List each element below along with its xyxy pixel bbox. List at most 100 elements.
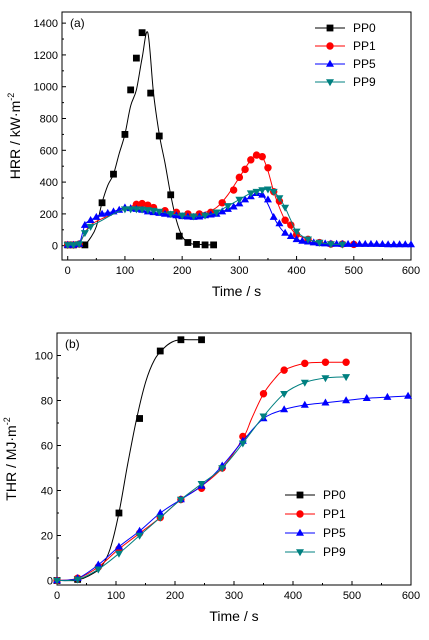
data-point bbox=[395, 240, 404, 248]
data-point bbox=[201, 212, 210, 220]
data-point bbox=[300, 400, 309, 408]
data-point bbox=[121, 131, 129, 138]
data-point bbox=[366, 239, 375, 247]
data-point bbox=[258, 187, 267, 195]
data-point bbox=[281, 204, 290, 212]
legend: PP0 PP1 PP5 PP9 bbox=[285, 488, 346, 559]
panel-label: (b) bbox=[65, 337, 80, 351]
data-point bbox=[280, 405, 289, 413]
x-tick-label: 600 bbox=[402, 265, 420, 277]
data-point bbox=[80, 230, 89, 238]
legend-marker bbox=[326, 59, 334, 67]
data-point bbox=[246, 190, 255, 198]
x-tick-label: 300 bbox=[225, 590, 243, 602]
data-point bbox=[342, 396, 351, 404]
legend-marker bbox=[296, 549, 304, 557]
data-point bbox=[177, 336, 185, 344]
data-point bbox=[229, 202, 238, 210]
y-tick-label: 400 bbox=[40, 177, 58, 189]
data-point bbox=[269, 188, 278, 196]
data-point bbox=[132, 206, 141, 214]
series-line bbox=[67, 154, 354, 246]
data-point bbox=[280, 366, 288, 374]
data-point bbox=[115, 509, 123, 517]
data-point bbox=[300, 379, 309, 387]
data-point bbox=[259, 390, 268, 398]
y-tick-label: 60 bbox=[41, 441, 53, 453]
legend-label: PP0 bbox=[353, 21, 376, 35]
data-point bbox=[184, 239, 192, 246]
series-line bbox=[67, 188, 343, 246]
data-point bbox=[138, 199, 146, 208]
legend-label: PP5 bbox=[323, 526, 346, 540]
data-point bbox=[81, 241, 89, 249]
x-axis-label: Time / s bbox=[212, 283, 261, 299]
data-point bbox=[321, 239, 330, 247]
data-point bbox=[114, 550, 123, 558]
data-point bbox=[258, 152, 266, 161]
data-point bbox=[167, 191, 175, 199]
data-point bbox=[166, 211, 175, 219]
data-point bbox=[338, 241, 347, 249]
data-point bbox=[149, 207, 158, 215]
data-point bbox=[362, 394, 371, 402]
data-point bbox=[342, 374, 351, 382]
data-point bbox=[342, 358, 350, 366]
data-point bbox=[235, 173, 244, 182]
legend-label: PP1 bbox=[323, 507, 346, 521]
data-point bbox=[138, 206, 147, 214]
data-point bbox=[355, 239, 364, 247]
data-point bbox=[135, 532, 144, 540]
data-point bbox=[201, 241, 209, 249]
data-point bbox=[69, 242, 78, 250]
data-point bbox=[92, 212, 101, 220]
y-axis-label-main: THR / MJ·m bbox=[3, 425, 19, 500]
data-point bbox=[259, 413, 268, 421]
data-point bbox=[281, 228, 290, 236]
data-point bbox=[80, 220, 89, 228]
data-point bbox=[115, 205, 124, 213]
data-point bbox=[136, 415, 143, 422]
data-point bbox=[280, 390, 289, 398]
data-point bbox=[286, 231, 295, 239]
y-tick-label: 0 bbox=[52, 241, 58, 253]
data-point bbox=[98, 209, 107, 217]
data-point bbox=[155, 132, 163, 140]
data-point bbox=[127, 86, 135, 94]
data-point bbox=[197, 480, 206, 488]
plot-frame bbox=[61, 11, 412, 261]
series-line bbox=[56, 361, 347, 581]
data-point bbox=[175, 232, 183, 240]
series-pp9 bbox=[63, 186, 347, 250]
data-point bbox=[298, 236, 307, 244]
data-point bbox=[198, 336, 205, 344]
y-tick-label: 0 bbox=[47, 576, 53, 588]
y-tick-label: 600 bbox=[40, 145, 58, 157]
series-pp9 bbox=[53, 374, 351, 585]
data-point bbox=[156, 514, 165, 522]
legend-label: PP1 bbox=[353, 39, 376, 53]
data-point bbox=[176, 496, 185, 504]
data-point bbox=[384, 240, 393, 248]
y-axis-label-exponent: -2 bbox=[2, 417, 12, 425]
data-point bbox=[135, 526, 144, 534]
series-pp1 bbox=[53, 358, 350, 585]
data-point bbox=[155, 208, 164, 216]
data-point bbox=[144, 201, 152, 209]
y-axis-label-exponent: -2 bbox=[6, 93, 16, 101]
data-point bbox=[147, 89, 155, 97]
data-point bbox=[252, 151, 261, 159]
data-point bbox=[178, 212, 187, 220]
data-point bbox=[156, 508, 165, 516]
data-point bbox=[401, 240, 410, 248]
x-tick-label: 100 bbox=[116, 265, 134, 277]
data-point bbox=[263, 186, 272, 194]
data-point bbox=[75, 241, 84, 249]
data-point bbox=[132, 200, 141, 209]
data-point bbox=[229, 186, 238, 194]
legend-label: PP5 bbox=[353, 57, 376, 71]
data-point bbox=[349, 239, 358, 247]
legend-label: PP9 bbox=[323, 545, 346, 559]
data-point bbox=[53, 577, 61, 585]
series-pp5 bbox=[53, 391, 413, 584]
